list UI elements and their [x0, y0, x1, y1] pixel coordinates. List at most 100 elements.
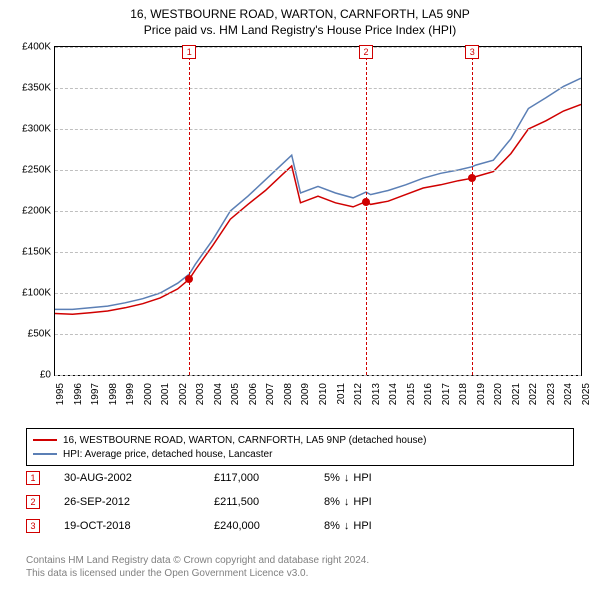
event-row: 2 26-SEP-2012£211,5008% ↓HPI — [26, 490, 574, 514]
y-gridline — [55, 293, 581, 294]
y-gridline — [55, 170, 581, 171]
chart-area: £0 £50K £100K £150K £200K £250K £300K £350K £400… — [8, 42, 592, 422]
y-tick-label: £150K — [22, 247, 51, 258]
y-tick-label: £200K — [22, 206, 51, 217]
y-tick-label: £300K — [22, 124, 51, 135]
x-tick-label: 2003 — [195, 383, 206, 405]
y-tick-label: £400K — [22, 42, 51, 53]
x-tick-label: 2025 — [581, 383, 592, 405]
arrow-down-icon: ↓ — [344, 496, 350, 508]
marker-box: 1 — [182, 45, 196, 59]
y-gridline — [55, 47, 581, 48]
event-diff-label: HPI — [353, 496, 371, 508]
event-diff-label: HPI — [353, 472, 371, 484]
x-tick-label: 1999 — [125, 383, 136, 405]
y-gridline — [55, 129, 581, 130]
y-tick-label: £0 — [40, 370, 51, 381]
footnote-line1: Contains HM Land Registry data © Crown c… — [26, 554, 574, 567]
marker-dot — [468, 174, 476, 182]
x-tick-label: 1996 — [73, 383, 84, 405]
x-tick-label: 2016 — [423, 383, 434, 405]
legend-label: 16, WESTBOURNE ROAD, WARTON, CARNFORTH, … — [63, 435, 426, 446]
event-price: £211,500 — [214, 496, 324, 508]
x-tick-label: 2012 — [353, 383, 364, 405]
x-tick-label: 2015 — [406, 383, 417, 405]
x-tick-label: 2021 — [511, 383, 522, 405]
y-tick-label: £100K — [22, 288, 51, 299]
event-date: 30-AUG-2002 — [64, 472, 214, 484]
plot-area: £0£50K£100K£150K£200K£250K£300K£350K£400… — [54, 46, 582, 376]
event-diff: 5% ↓HPI — [324, 472, 372, 484]
series-property — [55, 104, 581, 314]
event-date: 19-OCT-2018 — [64, 520, 214, 532]
legend-row: 16, WESTBOURNE ROAD, WARTON, CARNFORTH, … — [33, 433, 567, 447]
series-hpi — [55, 78, 581, 309]
event-diff-pct: 8% — [324, 520, 340, 532]
x-tick-label: 2023 — [546, 383, 557, 405]
y-gridline — [55, 252, 581, 253]
legend-box: 16, WESTBOURNE ROAD, WARTON, CARNFORTH, … — [26, 428, 574, 466]
y-gridline — [55, 88, 581, 89]
event-number: 3 — [26, 519, 40, 533]
event-row: 1 30-AUG-2002£117,0005% ↓HPI — [26, 466, 574, 490]
marker-box: 3 — [465, 45, 479, 59]
chart-title-line1: 16, WESTBOURNE ROAD, WARTON, CARNFORTH, … — [8, 6, 592, 22]
marker-line — [189, 47, 190, 375]
y-gridline — [55, 375, 581, 376]
event-diff-pct: 5% — [324, 472, 340, 484]
x-tick-label: 2014 — [388, 383, 399, 405]
x-tick-label: 2020 — [493, 383, 504, 405]
event-row: 3 19-OCT-2018£240,0008% ↓HPI — [26, 514, 574, 538]
marker-line — [366, 47, 367, 375]
marker-box: 2 — [359, 45, 373, 59]
legend-swatch — [33, 439, 57, 441]
x-tick-label: 2017 — [441, 383, 452, 405]
x-tick-label: 2002 — [178, 383, 189, 405]
event-diff: 8% ↓HPI — [324, 496, 372, 508]
event-number: 1 — [26, 471, 40, 485]
y-tick-label: £50K — [28, 329, 51, 340]
event-number: 2 — [26, 495, 40, 509]
footnote: Contains HM Land Registry data © Crown c… — [26, 554, 574, 580]
x-tick-label: 2001 — [160, 383, 171, 405]
x-tick-label: 2011 — [336, 383, 347, 405]
x-tick-label: 2008 — [283, 383, 294, 405]
arrow-down-icon: ↓ — [344, 520, 350, 532]
x-tick-label: 1995 — [55, 383, 66, 405]
x-tick-label: 2010 — [318, 383, 329, 405]
footnote-line2: This data is licensed under the Open Gov… — [26, 567, 574, 580]
x-tick-label: 2006 — [248, 383, 259, 405]
x-tick-label: 2013 — [371, 383, 382, 405]
x-tick-label: 1998 — [108, 383, 119, 405]
y-gridline — [55, 211, 581, 212]
marker-dot — [185, 275, 193, 283]
events-table: 130-AUG-2002£117,0005%↓HPI226-SEP-2012£2… — [26, 466, 574, 538]
x-tick-label: 2024 — [563, 383, 574, 405]
event-diff-label: HPI — [353, 520, 371, 532]
chart-title-line2: Price paid vs. HM Land Registry's House … — [8, 22, 592, 38]
legend-row: HPI: Average price, detached house, Lanc… — [33, 447, 567, 461]
x-tick-label: 2022 — [528, 383, 539, 405]
y-gridline — [55, 334, 581, 335]
event-price: £240,000 — [214, 520, 324, 532]
arrow-down-icon: ↓ — [344, 472, 350, 484]
legend-label: HPI: Average price, detached house, Lanc… — [63, 449, 272, 460]
x-tick-label: 2005 — [230, 383, 241, 405]
x-tick-label: 2019 — [476, 383, 487, 405]
y-tick-label: £350K — [22, 83, 51, 94]
x-tick-label: 2018 — [458, 383, 469, 405]
x-tick-label: 2007 — [265, 383, 276, 405]
event-price: £117,000 — [214, 472, 324, 484]
event-diff: 8% ↓HPI — [324, 520, 372, 532]
legend-swatch — [33, 453, 57, 455]
x-tick-label: 2009 — [300, 383, 311, 405]
marker-dot — [362, 198, 370, 206]
marker-line — [472, 47, 473, 375]
x-tick-label: 1997 — [90, 383, 101, 405]
event-diff-pct: 8% — [324, 496, 340, 508]
x-tick-label: 2004 — [213, 383, 224, 405]
chart-title-block: 16, WESTBOURNE ROAD, WARTON, CARNFORTH, … — [0, 0, 600, 40]
event-date: 26-SEP-2012 — [64, 496, 214, 508]
y-tick-label: £250K — [22, 165, 51, 176]
x-tick-label: 2000 — [143, 383, 154, 405]
